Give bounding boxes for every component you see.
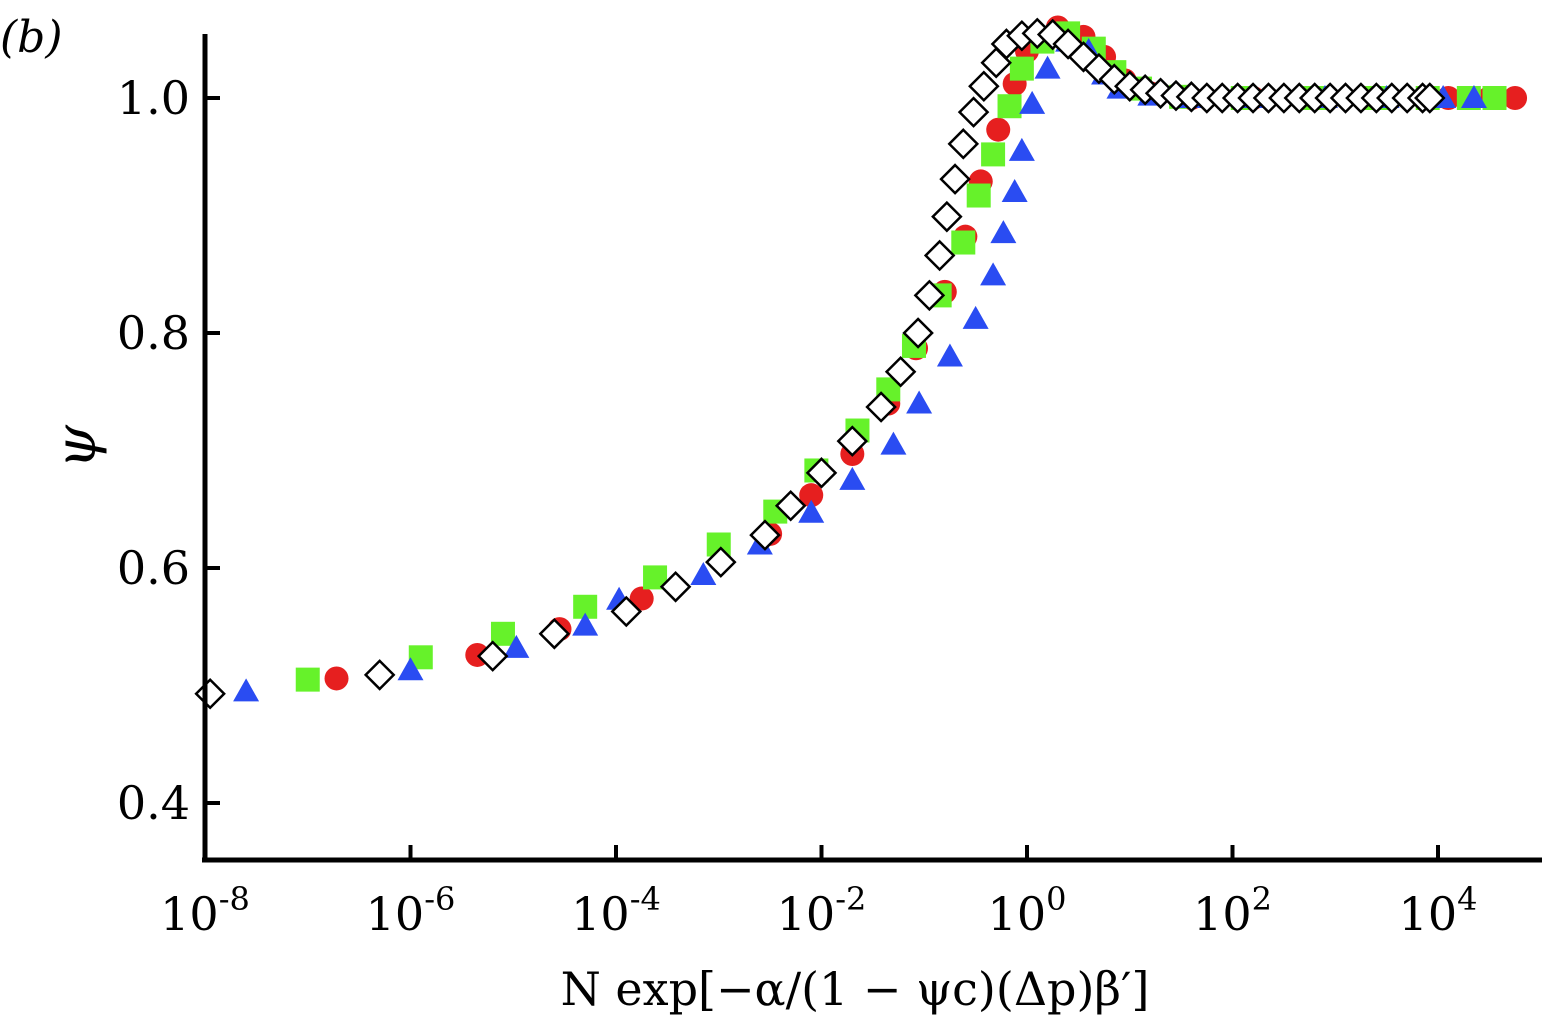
- triangle-marker: [233, 678, 260, 702]
- diamond-marker: [923, 239, 956, 272]
- y-tick-label: 1.0: [117, 71, 190, 125]
- square-marker: [951, 230, 976, 255]
- triangle-marker: [503, 634, 530, 658]
- x-tick-exponent: -8: [219, 880, 250, 918]
- diamond-marker: [705, 546, 737, 578]
- diamond-marker: [774, 489, 807, 522]
- data-markers: [194, 15, 1528, 710]
- x-tick-exponent: -6: [424, 880, 455, 918]
- y-tick-label: 0.4: [117, 776, 190, 830]
- x-tick-mantissa: 10: [366, 887, 425, 941]
- x-tick-mantissa: 10: [1399, 887, 1458, 941]
- circle-marker: [799, 483, 824, 508]
- x-tick-label: 100: [988, 880, 1067, 941]
- diamond-marker: [749, 519, 781, 551]
- triangle-marker: [990, 220, 1017, 244]
- diamond-marker: [913, 279, 946, 312]
- x-tick-mantissa: 10: [160, 887, 219, 941]
- diamond-marker: [968, 70, 1000, 103]
- x-tick-exponent: 0: [1046, 880, 1066, 918]
- diamond-marker: [194, 677, 226, 710]
- square-marker: [490, 621, 515, 646]
- triangle-marker: [880, 431, 907, 455]
- circle-marker: [629, 586, 654, 611]
- y-axis-label: ψ: [44, 424, 109, 469]
- x-axis-label: N exp[−α/(1 − ψc)(Δp)β′]: [561, 962, 1150, 1016]
- diamond-marker: [931, 200, 963, 233]
- x-tick-mantissa: 10: [988, 887, 1047, 941]
- x-axis-ticks: 10-8 10-6 10-4 10-2 100 102 104: [160, 845, 1477, 941]
- triangle-marker: [980, 262, 1007, 286]
- diamond-marker: [363, 659, 396, 691]
- square-marker: [1009, 56, 1034, 81]
- triangle-marker: [906, 390, 933, 414]
- x-tick-label: 10-8: [160, 880, 250, 941]
- diamond-marker: [947, 128, 980, 160]
- triangle-marker: [690, 562, 717, 586]
- square-marker: [295, 667, 320, 692]
- diamond-marker: [1414, 82, 1446, 114]
- diamond-marker: [610, 595, 643, 628]
- x-tick-label: 10-2: [777, 880, 867, 941]
- y-tick-label: 0.6: [117, 541, 190, 595]
- diamond-marker: [902, 317, 934, 349]
- triangle-marker: [839, 466, 866, 490]
- circle-marker: [324, 666, 349, 691]
- triangle-marker: [1460, 85, 1487, 108]
- x-tick-label: 102: [1193, 880, 1272, 941]
- diamond-marker: [805, 457, 838, 489]
- triangle-marker: [1001, 179, 1028, 202]
- square-marker: [1482, 86, 1507, 110]
- triangle-marker: [397, 657, 424, 681]
- triangle-marker: [962, 305, 989, 329]
- x-tick-label: 10-6: [366, 880, 456, 941]
- square-marker: [997, 94, 1022, 119]
- x-tick-exponent: 2: [1252, 880, 1272, 918]
- x-tick-mantissa: 10: [777, 887, 836, 941]
- x-tick-mantissa: 10: [571, 887, 630, 941]
- diamond-marker: [836, 425, 869, 457]
- triangle-marker: [1019, 90, 1046, 114]
- triangle-marker: [1008, 137, 1035, 161]
- diamond-marker: [659, 571, 692, 603]
- y-axis-ticks: 0.4 0.6 0.8 1.0: [117, 71, 220, 830]
- diamond-marker: [476, 640, 509, 672]
- triangle-marker: [572, 612, 599, 636]
- x-tick-exponent: -2: [835, 880, 866, 918]
- diamond-marker: [865, 391, 897, 423]
- x-tick-label: 104: [1399, 880, 1478, 941]
- circle-marker: [1503, 86, 1528, 110]
- triangle-marker: [1034, 55, 1061, 79]
- square-marker: [966, 183, 991, 208]
- panel-label: (b): [0, 12, 63, 63]
- square-marker: [981, 142, 1006, 167]
- triangle-marker: [798, 499, 825, 523]
- diamond-marker: [884, 356, 917, 388]
- x-tick-exponent: -4: [630, 880, 661, 918]
- diamond-marker: [538, 618, 571, 650]
- x-tick-label: 10-4: [571, 880, 661, 941]
- triangle-marker: [936, 343, 963, 367]
- diamond-marker: [957, 96, 990, 128]
- x-tick-mantissa: 10: [1193, 887, 1252, 941]
- y-tick-label: 0.8: [117, 306, 190, 360]
- x-tick-exponent: 4: [1457, 880, 1477, 918]
- diamond-marker: [939, 163, 971, 195]
- circle-marker: [986, 117, 1011, 142]
